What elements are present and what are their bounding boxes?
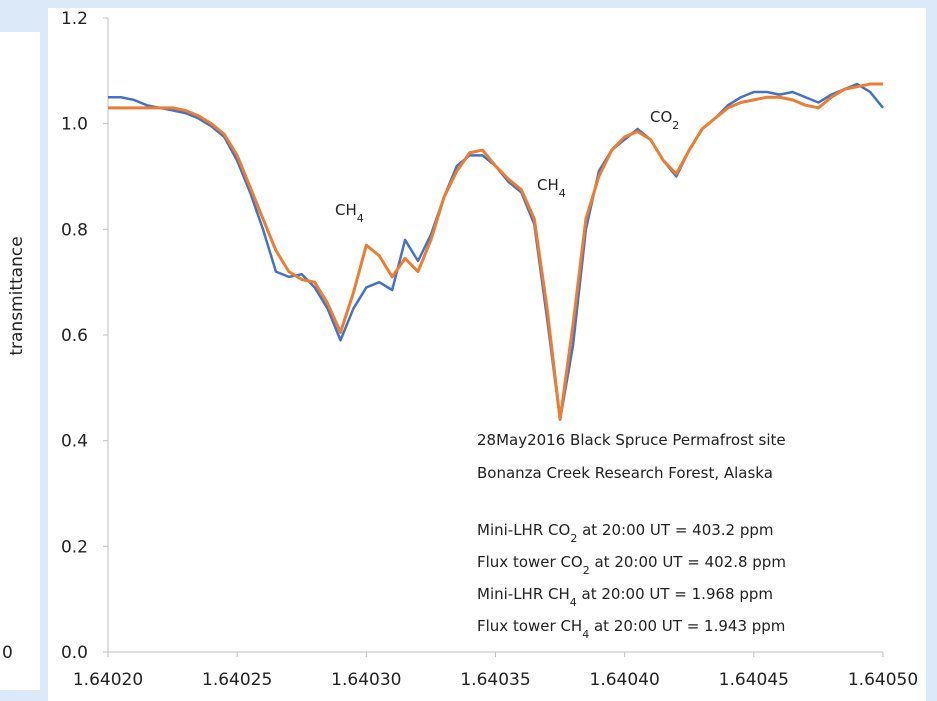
x-tick-label: 1.64025 <box>202 670 272 690</box>
annotation: CH4 <box>335 201 364 225</box>
y-tick-label: 0.4 <box>61 432 88 452</box>
subscript: 2 <box>570 532 577 545</box>
x-tick-label: 1.64020 <box>73 670 143 690</box>
annotation-text: CO <box>650 108 672 126</box>
annotation: Mini-LHR CH4 at 20:00 UT = 1.968 ppm <box>477 585 773 609</box>
annotation: CO2 <box>650 108 679 132</box>
subscript: 2 <box>583 564 590 577</box>
subscript: 4 <box>570 596 577 609</box>
annotation-text: 28May2016 Black Spruce Permafrost site <box>477 431 786 449</box>
annotation-text: at 20:00 UT = 402.8 ppm <box>590 553 786 571</box>
y-tick-label: 0.2 <box>61 537 88 557</box>
subscript: 2 <box>672 119 679 132</box>
x-tick-label: 1.64030 <box>331 670 401 690</box>
x-tick-label: 1.64035 <box>460 670 530 690</box>
annotation-text: Mini-LHR CO <box>477 521 570 539</box>
annotation: CH4 <box>537 176 566 200</box>
series-line <box>108 82 883 422</box>
annotation-text: Flux tower CO <box>477 553 583 571</box>
annotation-text: Flux tower CH <box>477 617 582 635</box>
y-tick-label: 1.2 <box>61 9 88 29</box>
annotation: Flux tower CO2 at 20:00 UT = 402.8 ppm <box>477 553 786 577</box>
annotation: Mini-LHR CO2 at 20:00 UT = 403.2 ppm <box>477 521 774 545</box>
annotation-text: at 20:00 UT = 1.968 ppm <box>577 585 773 603</box>
chart-background <box>48 8 926 701</box>
x-tick-label: 1.64045 <box>719 670 789 690</box>
y-axis-label: transmittance <box>7 236 27 355</box>
subscript: 4 <box>357 212 364 225</box>
annotation-text: at 20:00 UT = 403.2 ppm <box>577 521 773 539</box>
annotation: Flux tower CH4 at 20:00 UT = 1.943 ppm <box>477 617 785 641</box>
annotation-text: Bonanza Creek Research Forest, Alaska <box>477 464 773 482</box>
y-tick-label: 0.8 <box>61 220 88 240</box>
annotation-text: at 20:00 UT = 1.943 ppm <box>589 617 785 635</box>
y-tick-label: 1.0 <box>61 115 88 135</box>
x-tick-label: 1.64040 <box>590 670 660 690</box>
subscript: 4 <box>559 187 566 200</box>
annotation-text: CH <box>335 201 357 219</box>
side-text: 0 <box>2 643 13 663</box>
y-tick-label: 0.0 <box>61 643 88 663</box>
annotation-text: CH <box>537 176 559 194</box>
side-panel <box>0 32 40 690</box>
y-tick-label: 0.6 <box>61 326 88 346</box>
subscript: 4 <box>582 628 589 641</box>
annotation-text: Mini-LHR CH <box>477 585 570 603</box>
annotation: 28May2016 Black Spruce Permafrost site <box>477 431 786 449</box>
annotation: Bonanza Creek Research Forest, Alaska <box>477 464 773 482</box>
x-tick-label: 1.64050 <box>848 670 918 690</box>
